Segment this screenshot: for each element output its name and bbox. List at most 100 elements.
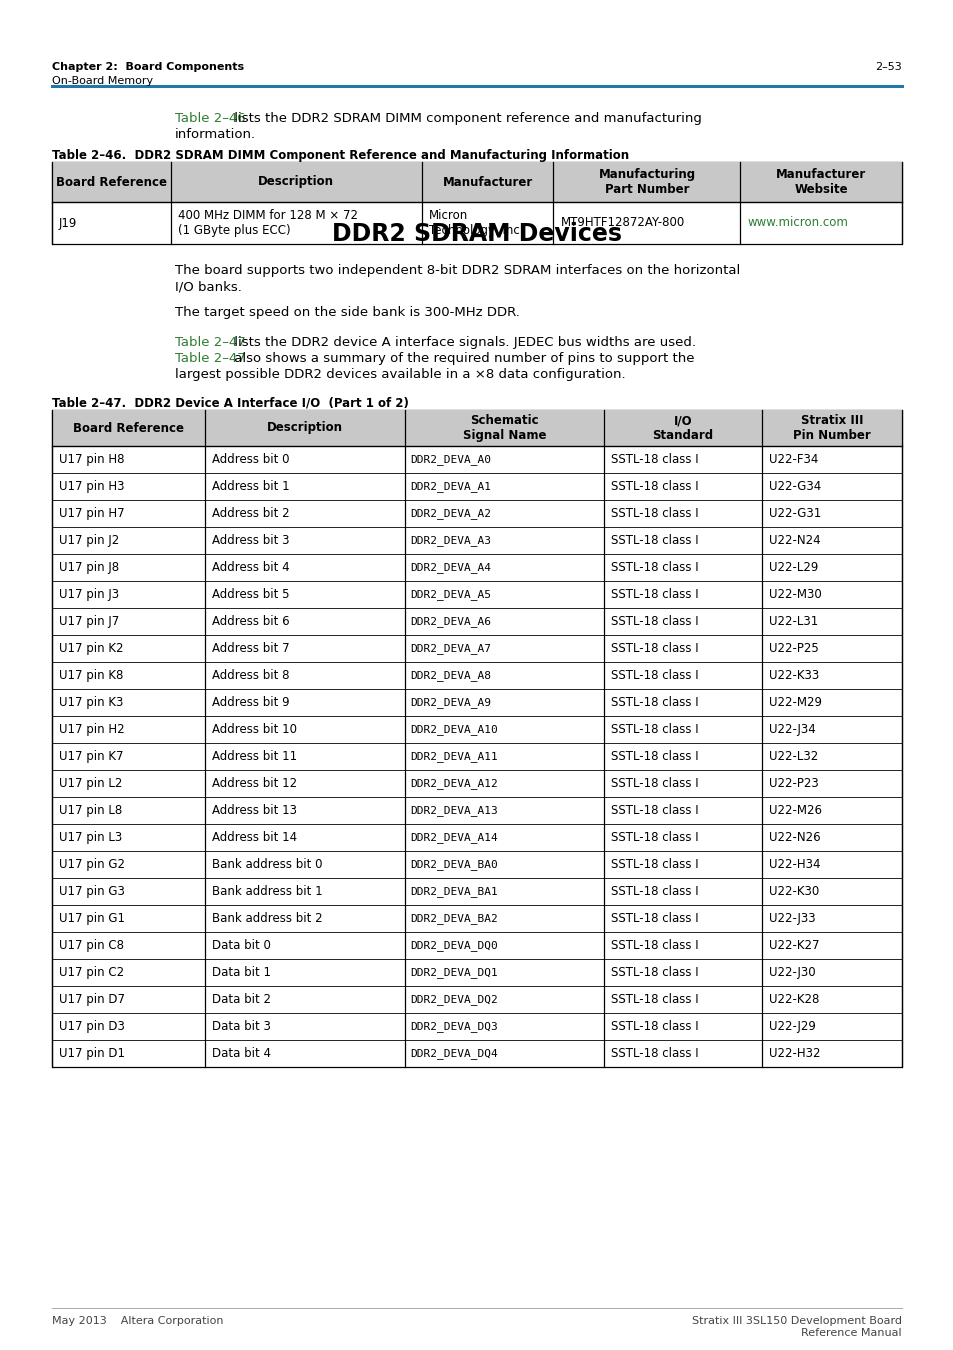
Text: SSTL-18 class I: SSTL-18 class I [611, 805, 699, 817]
Text: Address bit 0: Address bit 0 [212, 454, 289, 466]
Text: Address bit 12: Address bit 12 [212, 778, 296, 790]
Text: SSTL-18 class I: SSTL-18 class I [611, 670, 699, 682]
Text: SSTL-18 class I: SSTL-18 class I [611, 940, 699, 952]
Text: Table 2–46: Table 2–46 [174, 112, 245, 126]
Text: U17 pin J7: U17 pin J7 [59, 616, 119, 628]
Text: Address bit 6: Address bit 6 [212, 616, 290, 628]
Text: Address bit 7: Address bit 7 [212, 643, 290, 655]
Text: Address bit 5: Address bit 5 [212, 589, 289, 601]
Text: Stratix III 3SL150 Development Board
Reference Manual: Stratix III 3SL150 Development Board Ref… [691, 1316, 901, 1338]
Text: Address bit 3: Address bit 3 [212, 535, 289, 547]
Text: U22-K33: U22-K33 [768, 670, 818, 682]
Text: The target speed on the side bank is 300-MHz DDR.: The target speed on the side bank is 300… [174, 306, 519, 319]
Text: Address bit 2: Address bit 2 [212, 508, 290, 520]
Bar [52, 410, 901, 1066]
Text: U22-L31: U22-L31 [768, 616, 817, 628]
Text: DDR2_DEVA_A12: DDR2_DEVA_A12 [411, 778, 498, 788]
Text: U22-J29: U22-J29 [768, 1021, 815, 1033]
Text: lists the DDR2 device A interface signals. JEDEC bus widths are used.: lists the DDR2 device A interface signal… [231, 336, 696, 350]
Text: 400 MHz DIMM for 128 M × 72
(1 GByte plus ECC): 400 MHz DIMM for 128 M × 72 (1 GByte plu… [178, 209, 357, 238]
Text: www.micron.com: www.micron.com [747, 216, 847, 230]
Text: SSTL-18 class I: SSTL-18 class I [611, 481, 699, 493]
Text: Schematic
Signal Name: Schematic Signal Name [462, 414, 546, 441]
Text: DDR2_DEVA_A10: DDR2_DEVA_A10 [411, 724, 498, 734]
Text: Address bit 10: Address bit 10 [212, 724, 296, 736]
Text: DDR2 SDRAM Devices: DDR2 SDRAM Devices [332, 221, 621, 246]
Text: Address bit 4: Address bit 4 [212, 562, 290, 574]
Text: DDR2_DEVA_A4: DDR2_DEVA_A4 [411, 562, 491, 572]
Text: U17 pin H2: U17 pin H2 [59, 724, 125, 736]
Text: Table 2–47: Table 2–47 [174, 336, 246, 350]
Text: Bank address bit 1: Bank address bit 1 [212, 886, 322, 898]
Text: DDR2_DEVA_DQ1: DDR2_DEVA_DQ1 [411, 967, 498, 977]
Text: MT9HTF12872AY-800: MT9HTF12872AY-800 [560, 216, 684, 230]
Text: U17 pin K3: U17 pin K3 [59, 697, 123, 709]
Text: U22-J30: U22-J30 [768, 967, 815, 979]
Text: May 2013    Altera Corporation: May 2013 Altera Corporation [52, 1316, 223, 1326]
Text: U17 pin J8: U17 pin J8 [59, 562, 119, 574]
Text: U17 pin H3: U17 pin H3 [59, 481, 125, 493]
Text: Description: Description [267, 421, 342, 435]
Text: Address bit 8: Address bit 8 [212, 670, 289, 682]
Text: Micron
Technology, Inc.: Micron Technology, Inc. [428, 209, 522, 238]
Text: SSTL-18 class I: SSTL-18 class I [611, 697, 699, 709]
Text: U17 pin D1: U17 pin D1 [59, 1048, 125, 1060]
Text: DDR2_DEVA_DQ0: DDR2_DEVA_DQ0 [411, 940, 498, 950]
Text: DDR2_DEVA_A14: DDR2_DEVA_A14 [411, 832, 498, 842]
Text: SSTL-18 class I: SSTL-18 class I [611, 913, 699, 925]
Text: DDR2_DEVA_A11: DDR2_DEVA_A11 [411, 751, 498, 761]
Text: DDR2_DEVA_BA1: DDR2_DEVA_BA1 [411, 886, 498, 896]
Text: U17 pin C2: U17 pin C2 [59, 967, 124, 979]
Text: Data bit 1: Data bit 1 [212, 967, 271, 979]
Text: U22-J34: U22-J34 [768, 724, 815, 736]
Text: U17 pin L3: U17 pin L3 [59, 832, 122, 844]
Text: Address bit 11: Address bit 11 [212, 751, 296, 763]
Text: DDR2_DEVA_A8: DDR2_DEVA_A8 [411, 670, 491, 680]
Text: SSTL-18 class I: SSTL-18 class I [611, 859, 699, 871]
Text: Manufacturer
Website: Manufacturer Website [776, 167, 865, 196]
Text: Table 2–46.  DDR2 SDRAM DIMM Component Reference and Manufacturing Information: Table 2–46. DDR2 SDRAM DIMM Component Re… [52, 148, 628, 162]
Text: U17 pin G2: U17 pin G2 [59, 859, 125, 871]
Text: U22-P25: U22-P25 [768, 643, 818, 655]
Text: U22-G34: U22-G34 [768, 481, 821, 493]
Text: U17 pin L2: U17 pin L2 [59, 778, 122, 790]
Text: 2–53: 2–53 [874, 62, 901, 72]
Text: U22-N24: U22-N24 [768, 535, 820, 547]
Text: SSTL-18 class I: SSTL-18 class I [611, 616, 699, 628]
Text: SSTL-18 class I: SSTL-18 class I [611, 832, 699, 844]
Text: Address bit 13: Address bit 13 [212, 805, 296, 817]
Text: U17 pin H8: U17 pin H8 [59, 454, 125, 466]
Text: U22-M29: U22-M29 [768, 697, 821, 709]
Text: DDR2_DEVA_A5: DDR2_DEVA_A5 [411, 589, 491, 599]
Text: U22-P23: U22-P23 [768, 778, 818, 790]
Text: U17 pin D3: U17 pin D3 [59, 1021, 125, 1033]
Text: U17 pin K2: U17 pin K2 [59, 643, 123, 655]
Text: U17 pin L8: U17 pin L8 [59, 805, 122, 817]
Text: U22-F34: U22-F34 [768, 454, 818, 466]
Text: DDR2_DEVA_A7: DDR2_DEVA_A7 [411, 643, 491, 653]
Bar [52, 162, 901, 244]
Text: Bank address bit 0: Bank address bit 0 [212, 859, 322, 871]
Text: U22-H32: U22-H32 [768, 1048, 820, 1060]
Text: U17 pin J2: U17 pin J2 [59, 535, 119, 547]
Text: U17 pin C8: U17 pin C8 [59, 940, 124, 952]
Text: U17 pin G1: U17 pin G1 [59, 913, 125, 925]
Text: SSTL-18 class I: SSTL-18 class I [611, 643, 699, 655]
Bar [52, 410, 901, 446]
Text: also shows a summary of the required number of pins to support the: also shows a summary of the required num… [231, 352, 695, 365]
Text: U22-G31: U22-G31 [768, 508, 821, 520]
Text: lists the DDR2 SDRAM DIMM component reference and manufacturing: lists the DDR2 SDRAM DIMM component refe… [231, 112, 701, 126]
Text: U17 pin J3: U17 pin J3 [59, 589, 119, 601]
Text: Data bit 0: Data bit 0 [212, 940, 271, 952]
Text: U17 pin K8: U17 pin K8 [59, 670, 123, 682]
Text: SSTL-18 class I: SSTL-18 class I [611, 1021, 699, 1033]
Text: J19: J19 [59, 216, 77, 230]
Text: I/O banks.: I/O banks. [174, 279, 242, 293]
Text: DDR2_DEVA_A13: DDR2_DEVA_A13 [411, 805, 498, 815]
Text: DDR2_DEVA_A9: DDR2_DEVA_A9 [411, 697, 491, 707]
Text: U22-M30: U22-M30 [768, 589, 821, 601]
Text: Stratix III
Pin Number: Stratix III Pin Number [792, 414, 870, 441]
Text: Bank address bit 2: Bank address bit 2 [212, 913, 322, 925]
Text: Board Reference: Board Reference [56, 176, 167, 189]
Text: DDR2_DEVA_BA0: DDR2_DEVA_BA0 [411, 859, 498, 869]
